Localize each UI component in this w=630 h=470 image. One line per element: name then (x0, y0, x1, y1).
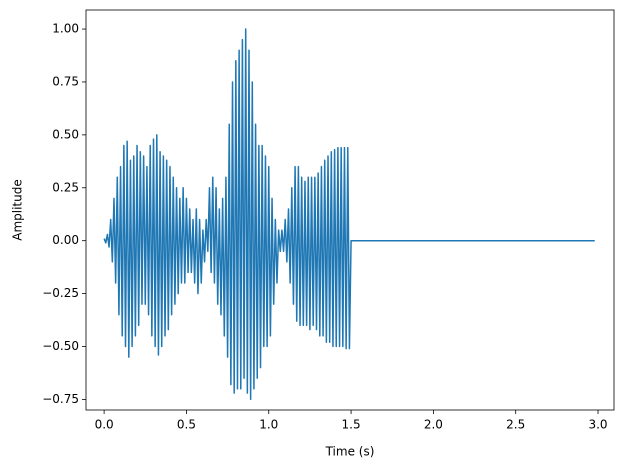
x-tick-label: 2.0 (424, 418, 443, 432)
y-tick-label: −0.50 (42, 339, 79, 353)
y-tick-label: 0.25 (52, 180, 79, 194)
y-tick-label: 0.00 (52, 233, 79, 247)
waveform-line (103, 28, 595, 401)
y-tick-label: 0.50 (52, 127, 79, 141)
plot-frame (85, 9, 615, 411)
x-tick-label: 0.5 (177, 418, 196, 432)
y-axis-label: Amplitude (11, 179, 25, 241)
x-axis-label: Time (s) (325, 445, 375, 459)
y-tick-label: 1.00 (52, 22, 79, 36)
x-tick-label: 2.5 (506, 418, 525, 432)
x-tick-label: 0.0 (95, 418, 114, 432)
y-tick-label: 0.75 (52, 74, 79, 88)
y-tick-label: −0.25 (42, 286, 79, 300)
x-tick-label: 1.5 (342, 418, 361, 432)
y-tick-label: −0.75 (42, 392, 79, 406)
x-tick-label: 3.0 (588, 418, 607, 432)
x-tick-label: 1.0 (259, 418, 278, 432)
